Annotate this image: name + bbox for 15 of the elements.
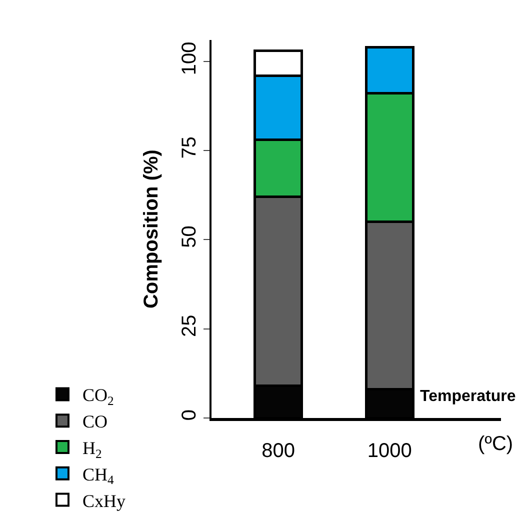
y-tick-label: 75	[178, 136, 200, 159]
x-tick-label: 800	[262, 440, 295, 462]
legend-label: H$_{2}$	[82, 438, 102, 461]
legend-label: CxHy	[82, 490, 126, 511]
text: (ºC)	[478, 433, 514, 455]
y-tick-label: 25	[178, 314, 200, 337]
y-axis-title: Composition (%)	[140, 150, 162, 308]
legend-label: CH$_{4}$	[82, 464, 114, 488]
y-tick-label: 50	[178, 226, 200, 248]
x-tick-label: 1000	[367, 440, 412, 462]
y-tick-label: 0	[178, 409, 200, 421]
legend-label: CO	[82, 412, 108, 432]
x-axis-title: Temperature	[420, 388, 516, 405]
y-tick-label: 100	[178, 42, 200, 76]
legend-label: CO$_{2}$	[82, 385, 114, 408]
